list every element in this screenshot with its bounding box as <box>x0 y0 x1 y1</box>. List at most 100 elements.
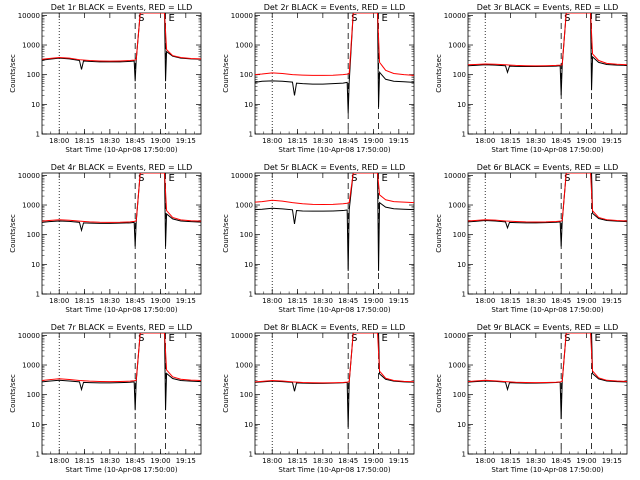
x-axis-label: Start Time (10-Apr-08 17:50:00) <box>278 466 390 474</box>
y-tick-label: 10000 <box>444 12 466 20</box>
x-tick-label: 19:15 <box>176 137 196 145</box>
y-tick-label: 100 <box>240 391 253 399</box>
x-axis-label: Start Time (10-Apr-08 17:50:00) <box>278 146 390 154</box>
y-tick-label: 1000 <box>22 42 40 50</box>
marker-label: E <box>169 13 175 24</box>
y-tick-label: 100 <box>27 71 40 79</box>
x-axis-label: Start Time (10-Apr-08 17:50:00) <box>491 466 603 474</box>
marker-label: E <box>382 173 388 184</box>
x-tick-label: 19:00 <box>363 297 383 305</box>
y-tick-label: 100 <box>27 391 40 399</box>
y-tick-label: 1000 <box>448 362 466 370</box>
series-line-events <box>468 333 627 420</box>
x-tick-label: 18:30 <box>313 457 333 465</box>
series-line-lld <box>255 333 414 384</box>
y-tick-label: 10 <box>244 261 253 269</box>
panel-4r: Det 4r BLACK = Events, RED = LLD 1 10 100 10… <box>9 163 202 314</box>
y-tick-label: 1 <box>36 291 40 299</box>
y-tick-label: 100 <box>240 231 253 239</box>
x-tick-label: 19:00 <box>363 137 383 145</box>
x-tick-label: 18:00 <box>475 457 495 465</box>
marker-label: S <box>351 333 357 344</box>
y-tick-label: 1000 <box>235 362 253 370</box>
marker-label: S <box>564 173 570 184</box>
x-tick-label: 19:15 <box>389 297 409 305</box>
series-line-lld <box>468 13 627 67</box>
y-tick-label: 10000 <box>18 332 40 340</box>
x-tick-label: 18:15 <box>287 297 307 305</box>
marker-label: E <box>595 13 601 24</box>
panel-6r: Det 6r BLACK = Events, RED = LLD 1 10 100 10… <box>435 163 628 314</box>
y-tick-label: 10 <box>31 261 40 269</box>
y-tick-label: 1000 <box>448 42 466 50</box>
series-line-events <box>255 173 414 271</box>
x-tick-label: 18:30 <box>313 297 333 305</box>
y-axis-label: Counts/sec <box>9 54 17 93</box>
series-group <box>255 173 414 271</box>
x-axis-label: Start Time (10-Apr-08 17:50:00) <box>491 146 603 154</box>
marker-label: E <box>595 173 601 184</box>
series-line-events <box>42 13 201 82</box>
y-tick-label: 1 <box>462 451 466 459</box>
y-tick-label: 10 <box>31 421 40 429</box>
y-tick-label: 10 <box>244 101 253 109</box>
series-line-events <box>255 333 414 428</box>
y-tick-label: 100 <box>453 231 466 239</box>
x-tick-label: 18:45 <box>551 137 571 145</box>
marker-label: S <box>351 13 357 24</box>
y-axis-label: Counts/sec <box>435 214 443 253</box>
y-axis-label: Counts/sec <box>222 54 230 93</box>
x-tick-label: 19:00 <box>150 297 170 305</box>
y-tick-label: 1 <box>249 291 253 299</box>
y-tick-label: 1 <box>36 451 40 459</box>
y-tick-label: 100 <box>453 391 466 399</box>
marker-label: S <box>351 173 357 184</box>
series-line-lld <box>255 173 414 206</box>
marker-label: E <box>169 173 175 184</box>
x-tick-label: 18:15 <box>500 457 520 465</box>
series-group <box>255 13 414 114</box>
y-tick-label: 10 <box>31 101 40 109</box>
x-tick-label: 19:00 <box>150 137 170 145</box>
x-tick-label: 19:00 <box>576 137 596 145</box>
plot-frame <box>254 12 415 135</box>
x-tick-label: 19:00 <box>576 457 596 465</box>
series-line-lld <box>468 333 627 384</box>
y-tick-label: 100 <box>453 71 466 79</box>
plot-frame <box>41 12 202 135</box>
series-group <box>468 13 627 96</box>
series-group <box>255 333 414 428</box>
plot-frame <box>467 12 628 135</box>
y-tick-label: 1 <box>462 291 466 299</box>
x-tick-label: 18:15 <box>287 137 307 145</box>
plot-frame <box>254 172 415 295</box>
x-tick-label: 18:00 <box>262 457 282 465</box>
panel-title: Det 1r BLACK = Events, RED = LLD <box>51 3 193 12</box>
x-tick-label: 18:45 <box>338 137 358 145</box>
x-tick-label: 18:30 <box>526 457 546 465</box>
y-tick-label: 1000 <box>235 42 253 50</box>
x-axis-label: Start Time (10-Apr-08 17:50:00) <box>491 306 603 314</box>
x-tick-label: 19:15 <box>176 297 196 305</box>
x-tick-label: 18:30 <box>526 297 546 305</box>
x-tick-label: 19:15 <box>602 137 622 145</box>
marker-label: E <box>169 333 175 344</box>
plot-frame <box>41 332 202 455</box>
panel-1r: Det 1r BLACK = Events, RED = LLD 1 10 100 10… <box>9 3 202 154</box>
x-tick-label: 18:45 <box>551 457 571 465</box>
panel-title: Det 5r BLACK = Events, RED = LLD <box>264 163 406 172</box>
marker-label: E <box>382 333 388 344</box>
marker-label: S <box>138 173 144 184</box>
series-group <box>42 13 201 82</box>
plot-frame <box>254 332 415 455</box>
x-tick-label: 18:45 <box>551 297 571 305</box>
x-tick-label: 18:00 <box>49 297 69 305</box>
y-tick-label: 10000 <box>231 172 253 180</box>
y-tick-label: 1000 <box>448 202 466 210</box>
series-group <box>468 333 627 420</box>
series-line-events <box>255 13 414 114</box>
marker-label: S <box>138 13 144 24</box>
series-line-lld <box>42 333 201 383</box>
x-tick-label: 19:15 <box>602 297 622 305</box>
